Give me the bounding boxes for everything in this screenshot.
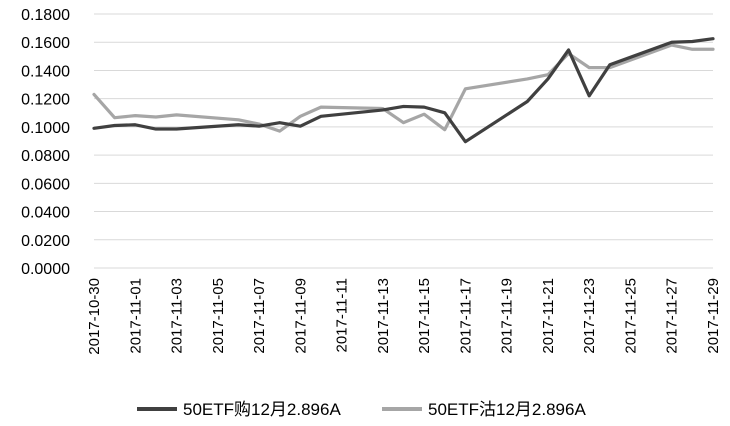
x-tick-label: 2017-11-21: [540, 278, 557, 354]
y-tick-label: 0.1400: [21, 63, 70, 80]
y-tick-label: 0.0000: [21, 261, 70, 278]
x-tick-label: 2017-11-03: [169, 278, 186, 354]
y-tick-label: 0.0600: [21, 176, 70, 193]
y-tick-label: 0.1600: [21, 35, 70, 52]
y-tick-label: 0.1000: [21, 120, 70, 137]
x-tick-label: 2017-11-11: [334, 278, 351, 353]
x-tick-label: 2017-11-01: [127, 278, 144, 354]
y-tick-label: 0.0400: [21, 205, 70, 222]
series-line-put: [92, 43, 715, 133]
x-tick-label: 2017-11-25: [622, 278, 639, 354]
y-tick-label: 0.1200: [21, 92, 70, 109]
series-lines: [92, 37, 715, 144]
legend: 50ETF购12月2.896A 50ETF沽12月2.896A: [137, 400, 586, 419]
series-line-call: [92, 37, 715, 144]
y-tick-label: 0.1800: [21, 7, 70, 24]
x-tick-label: 2017-11-05: [210, 278, 227, 354]
x-axis-ticks: 2017-10-30 2017-11-01 2017-11-03 2017-11-05…: [86, 278, 722, 355]
y-tick-label: 0.0800: [21, 148, 70, 165]
x-tick-label: 2017-11-15: [416, 278, 433, 354]
grid-lines: [94, 13, 713, 269]
y-axis-ticks: 0.0000 0.0200 0.0400 0.0600 0.0800 0.1000 0.12…: [21, 7, 70, 278]
x-tick-label: 2017-11-13: [375, 278, 392, 354]
legend-label-call: 50ETF购12月2.896A: [183, 400, 341, 419]
x-tick-label: 2017-11-19: [499, 278, 516, 354]
x-tick-label: 2017-11-29: [705, 278, 722, 354]
x-tick-label: 2017-11-07: [251, 278, 268, 354]
y-tick-label: 0.0200: [21, 233, 70, 250]
x-tick-label: 2017-11-17: [457, 278, 474, 354]
x-tick-label: 2017-11-23: [581, 278, 598, 354]
legend-label-put: 50ETF沽12月2.896A: [428, 400, 586, 419]
x-tick-label: 2017-11-09: [292, 278, 309, 354]
x-tick-label: 2017-10-30: [86, 278, 103, 355]
x-tick-label: 2017-11-27: [664, 278, 681, 354]
